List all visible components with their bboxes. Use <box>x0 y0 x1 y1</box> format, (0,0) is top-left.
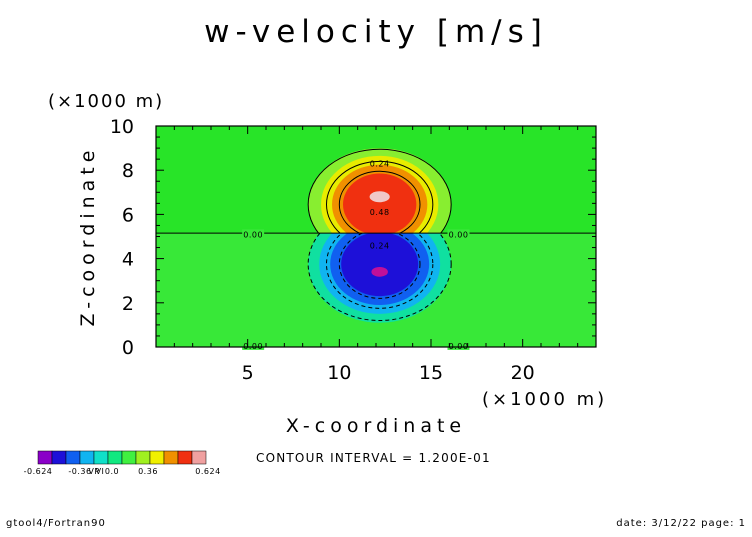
colorbar-tick-label: 0.624 <box>195 467 220 476</box>
contour-lines: 0.24 0.48 0.00 0.00 0.24 0.00 0.00 <box>156 148 596 351</box>
x-axis-unit: (×1000 m) <box>482 389 607 410</box>
x-tick-label: 5 <box>242 362 254 384</box>
colorbar-swatch <box>79 450 95 465</box>
negative-cell <box>308 233 452 323</box>
y-tick-label: 8 <box>122 160 134 182</box>
colorbar-tick-label: 0.0 <box>105 467 119 476</box>
colorbar-swatch <box>135 450 151 465</box>
contour-label: 0.00 <box>243 230 263 239</box>
contour-label: 0.00 <box>449 230 469 239</box>
heatmap-field <box>156 126 596 347</box>
contour-label: 0.00 <box>243 342 263 351</box>
chart-title: w-velocity [m/s] <box>204 14 548 50</box>
y-tick-label: 0 <box>122 337 134 359</box>
colorbar-tick-label: 0.36 <box>138 467 158 476</box>
positive-band <box>343 173 417 234</box>
positive-contour <box>338 170 421 234</box>
colorbar-swatch <box>93 450 109 465</box>
contour-label: 0.24 <box>370 241 390 250</box>
contour-label-bg <box>242 340 265 350</box>
x-tick-label: 15 <box>419 362 443 384</box>
positive-band <box>369 191 390 203</box>
y-tick-label: 6 <box>122 204 134 226</box>
contour-label-bg <box>242 229 265 239</box>
colorbar-swatch <box>107 450 123 465</box>
negative-contour <box>338 233 421 299</box>
colorbar-swatch <box>51 450 67 465</box>
plot-frame <box>155 125 597 348</box>
negative-band <box>371 266 388 277</box>
contour-interval-note: CONTOUR INTERVAL = 1.200E-01 <box>256 451 491 465</box>
y-axis-label: Z-coordinate <box>77 146 99 327</box>
contour-label: 0.00 <box>449 342 469 351</box>
colorbar-swatch <box>65 450 81 465</box>
colorbar-tick-label: -0.36 <box>68 467 91 476</box>
x-axis-label: X-coordinate <box>286 415 466 437</box>
colorbar-swatch <box>37 450 53 465</box>
y-axis-unit: (×1000 m) <box>48 91 164 112</box>
negative-contour <box>307 233 452 321</box>
contour-label-bg <box>447 229 470 239</box>
y-tick-label: 10 <box>110 116 134 138</box>
colorbar-tick-label: VI <box>96 467 105 476</box>
colorbar-swatch <box>191 450 207 465</box>
contour-label: 0.24 <box>370 160 390 169</box>
contour-label: 0.48 <box>370 208 390 217</box>
positive-contour <box>307 148 452 234</box>
contour-label-bg <box>447 340 470 350</box>
y-tick-label: 4 <box>122 249 134 271</box>
colorbar-swatch <box>149 450 165 465</box>
y-tick-labels: 0 2 4 6 8 10 <box>110 116 134 359</box>
y-tick-label: 2 <box>122 293 134 315</box>
negative-contour <box>326 233 434 309</box>
colorbar-swatch <box>163 450 179 465</box>
footer-right: date: 3/12/22 page: 1 <box>616 518 746 529</box>
colorbar-tick-label: VP <box>88 467 99 476</box>
colorbar-tick-label: -0.624 <box>24 467 53 476</box>
colorbar-swatch <box>121 450 137 465</box>
footer-left: gtool4/Fortran90 <box>6 518 106 529</box>
x-tick-label: 10 <box>327 362 351 384</box>
negative-band <box>341 233 419 297</box>
positive-contour <box>326 160 434 234</box>
x-tick-label: 20 <box>511 362 535 384</box>
colorbar-swatch <box>177 450 193 465</box>
colorbar <box>37 450 207 465</box>
x-tick-labels: 5 10 15 20 <box>242 362 535 384</box>
positive-cell <box>308 148 452 234</box>
